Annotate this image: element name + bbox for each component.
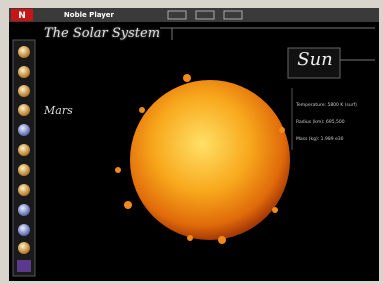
planet-icon[interactable] xyxy=(18,204,30,216)
menu-icon[interactable] xyxy=(17,260,31,272)
planet-icon[interactable] xyxy=(18,144,30,156)
body-name: Sun xyxy=(292,49,338,70)
planet-icon[interactable] xyxy=(18,66,30,78)
planet-icon[interactable] xyxy=(18,124,30,136)
planet-icon[interactable] xyxy=(18,164,30,176)
planet-icon[interactable] xyxy=(18,184,30,196)
info-list: Temperature: 5800 K (surf) Radius (km): … xyxy=(296,97,357,148)
window-title: Noble Player xyxy=(14,9,114,21)
planet-icon[interactable] xyxy=(18,224,30,236)
screen: N Noble Player The xyxy=(0,0,383,284)
planet-icon[interactable] xyxy=(18,242,30,254)
planet-icon[interactable] xyxy=(18,46,30,58)
info-line: Mass (kg): 1.989 e30 xyxy=(296,131,357,148)
sun-image xyxy=(130,80,290,240)
planet-icon[interactable] xyxy=(18,85,30,97)
info-line: Radius (km): 695,500 xyxy=(296,114,357,131)
planet-icon[interactable] xyxy=(18,104,30,116)
info-line: Temperature: 5800 K (surf) xyxy=(296,97,357,114)
planet-label: Mars xyxy=(44,104,73,117)
section-title: The Solar System xyxy=(44,26,160,41)
